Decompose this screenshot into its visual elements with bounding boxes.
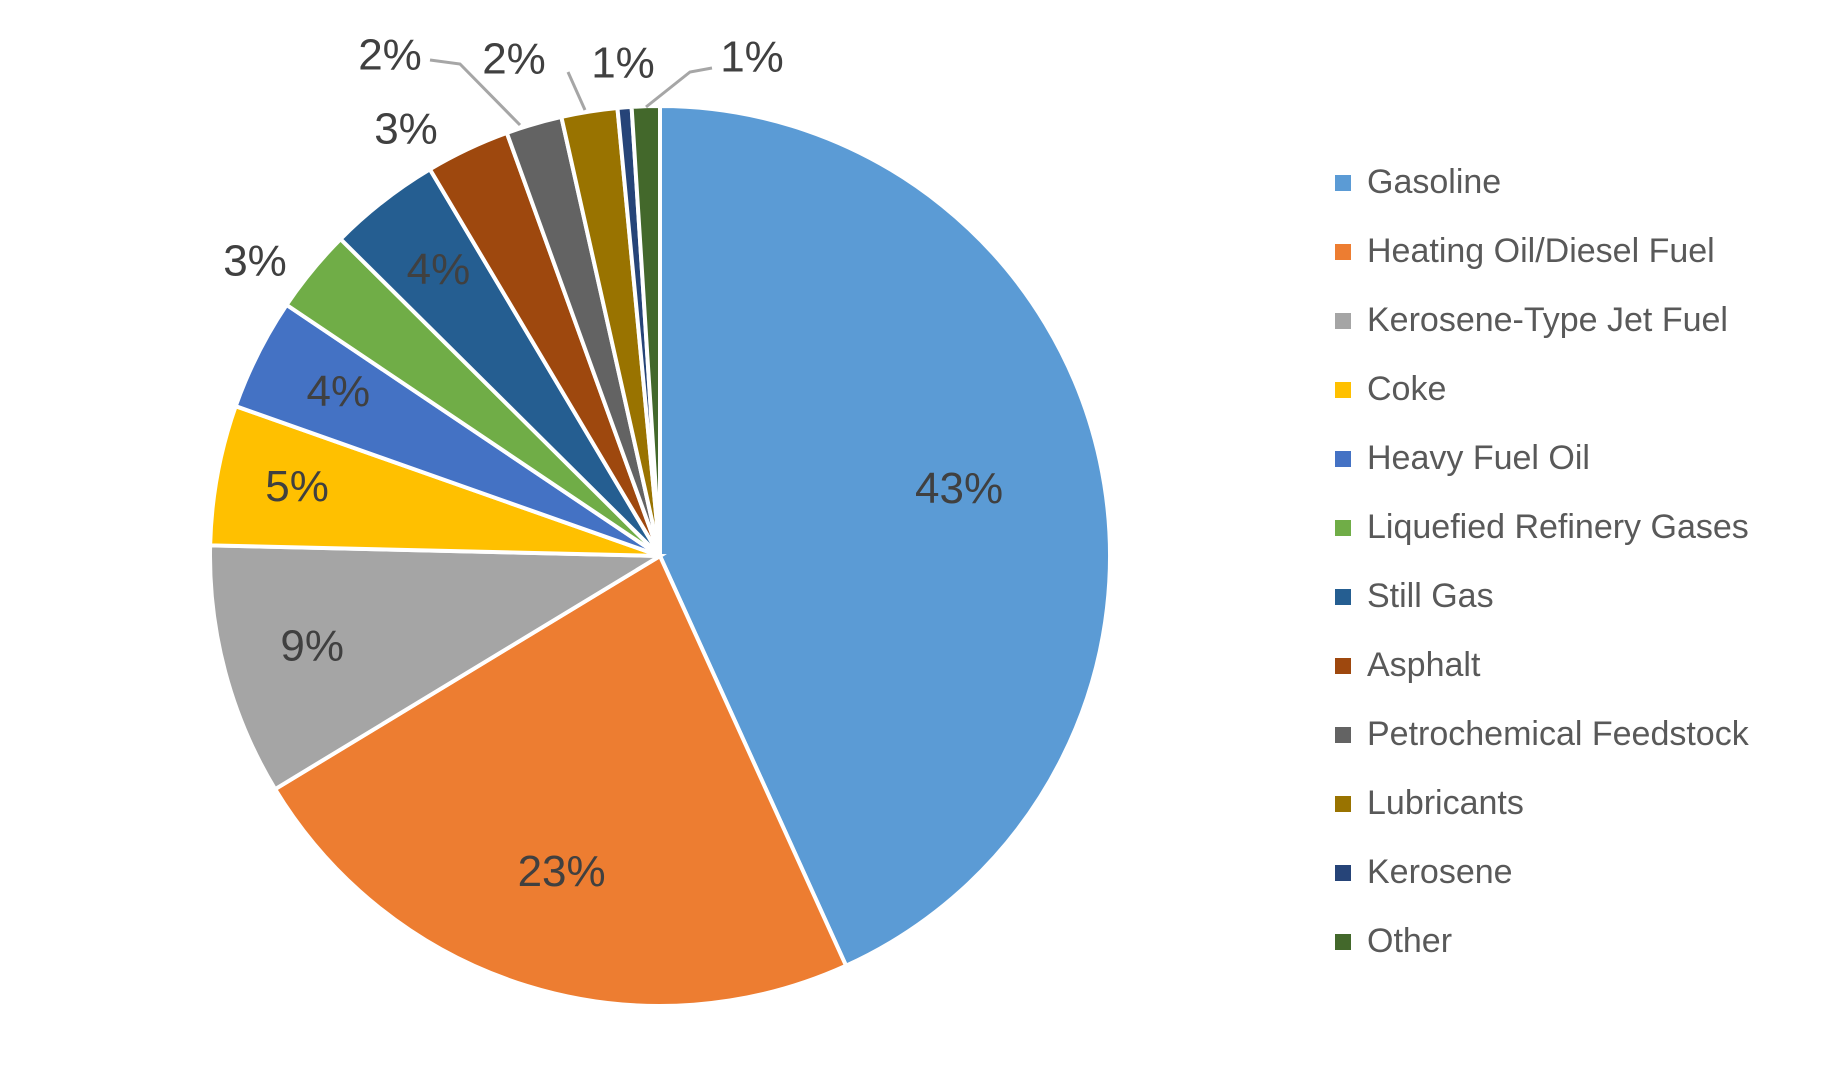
legend-label: Still Gas [1367, 577, 1494, 615]
pie-slice-coke [208, 403, 661, 558]
pie-slice-heating-oil-diesel-fuel [272, 553, 849, 1008]
data-label: 9% [280, 621, 344, 670]
legend-label: Asphalt [1367, 646, 1481, 684]
leader-line [429, 58, 522, 127]
legend-label: Heavy Fuel Oil [1367, 439, 1590, 477]
legend-item: Kerosene-Type Jet Fuel [1335, 286, 1749, 355]
data-label: 3% [223, 237, 287, 286]
data-label: 1% [720, 33, 784, 82]
data-label: 1% [591, 39, 655, 88]
data-label: 43% [915, 464, 1003, 513]
legend-item: Heavy Fuel Oil [1335, 424, 1749, 493]
legend-swatch [1335, 588, 1351, 605]
legend-swatch [1335, 312, 1351, 329]
legend-item: Liquefied Refinery Gases [1335, 493, 1749, 562]
pie-slice-kerosene-type-jet-fuel [208, 543, 667, 792]
legend-swatch [1335, 519, 1351, 536]
legend-label: Kerosene [1367, 853, 1513, 891]
legend-label: Petrochemical Feedstock [1367, 715, 1749, 753]
legend-label: Gasoline [1367, 163, 1502, 201]
legend-label: Kerosene-Type Jet Fuel [1367, 301, 1728, 339]
legend-swatch [1335, 174, 1351, 191]
legend-item: Petrochemical Feedstock [1335, 700, 1749, 769]
data-label: 2% [482, 35, 546, 84]
pie-slice-gasoline [658, 103, 1112, 969]
data-label: 4% [407, 245, 471, 294]
leader-line [645, 66, 713, 109]
legend-label: Liquefied Refinery Gases [1367, 508, 1749, 546]
legend-swatch [1335, 726, 1351, 743]
legend-swatch [1335, 381, 1351, 398]
data-label: 4% [307, 367, 371, 416]
legend-swatch [1335, 933, 1351, 950]
legend-item: Coke [1335, 355, 1749, 424]
legend-label: Lubricants [1367, 784, 1524, 822]
data-label: 5% [265, 462, 329, 511]
legend-item: Gasoline [1335, 148, 1749, 217]
data-label: 3% [374, 105, 438, 154]
legend-item: Heating Oil/Diesel Fuel [1335, 217, 1749, 286]
leader-line [566, 71, 587, 111]
legend-item: Lubricants [1335, 769, 1749, 838]
legend-label: Other [1367, 922, 1453, 960]
data-label: 2% [358, 31, 422, 80]
data-label: 23% [518, 847, 606, 896]
legend: Gasoline Heating Oil/Diesel Fuel Kerosene-… [1335, 148, 1749, 976]
legend-item: Other [1335, 907, 1749, 976]
legend-label: Heating Oil/Diesel Fuel [1367, 232, 1715, 270]
legend-item: Still Gas [1335, 562, 1749, 631]
legend-swatch [1335, 450, 1351, 467]
legend-item: Asphalt [1335, 631, 1749, 700]
legend-swatch [1335, 657, 1351, 674]
legend-label: Coke [1367, 370, 1447, 408]
legend-swatch [1335, 243, 1351, 260]
legend-swatch [1335, 864, 1351, 881]
legend-item: Kerosene [1335, 838, 1749, 907]
legend-swatch [1335, 795, 1351, 812]
